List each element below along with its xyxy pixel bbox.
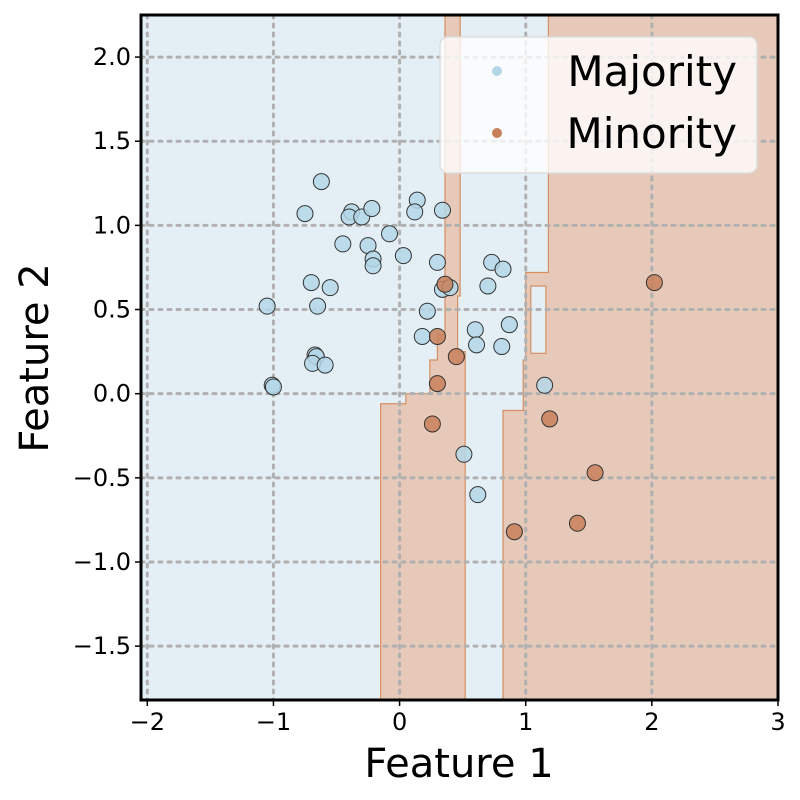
majority-point xyxy=(334,235,352,253)
majority-point xyxy=(433,201,451,219)
legend: Majority Minority xyxy=(439,36,758,174)
plot-frame xyxy=(139,13,780,702)
majority-point xyxy=(309,297,327,315)
majority-point xyxy=(466,321,484,339)
y-tick-label: 0.0 xyxy=(93,380,131,408)
majority-point xyxy=(468,336,486,354)
minority-point xyxy=(505,523,523,541)
majority-point xyxy=(406,203,424,221)
majority-point xyxy=(500,316,518,334)
majority-point xyxy=(296,205,314,223)
majority-point xyxy=(363,200,381,218)
x-axis: −2 −1 0 1 2 3 xyxy=(130,700,786,736)
x-tick-label: 0 xyxy=(392,708,407,736)
x-tick-label: −2 xyxy=(130,708,165,736)
y-tick-label: −0.5 xyxy=(73,464,131,492)
legend-majority-marker xyxy=(492,66,502,76)
x-axis-title: Feature 1 xyxy=(364,741,553,787)
majority-point xyxy=(455,445,473,463)
majority-point xyxy=(469,486,487,504)
majority-point xyxy=(493,338,511,356)
x-tick-label: 3 xyxy=(770,708,785,736)
minority-point xyxy=(586,464,604,482)
majority-region-hole-1 xyxy=(530,285,547,354)
majority-point xyxy=(302,274,320,292)
y-tick-label: 1.0 xyxy=(93,211,131,239)
minority-region-1 xyxy=(380,15,466,700)
majority-point xyxy=(479,277,497,295)
minority-point xyxy=(568,514,586,532)
y-tick-label: 0.5 xyxy=(93,296,131,324)
minority-point xyxy=(428,375,446,393)
legend-box xyxy=(439,36,758,174)
x-tick-label: 2 xyxy=(644,708,659,736)
x-tick-label: −1 xyxy=(256,708,291,736)
y-axis-title: Feature 2 xyxy=(12,263,58,452)
majority-point xyxy=(258,297,276,315)
majority-point xyxy=(413,327,431,345)
minority-point xyxy=(436,275,454,293)
y-tick-label: 1.5 xyxy=(93,127,131,155)
majority-point xyxy=(364,257,382,275)
minority-point xyxy=(541,410,559,428)
majority-point xyxy=(428,253,446,271)
majority-point xyxy=(316,356,334,374)
majority-point xyxy=(321,279,339,297)
y-tick-label: −1.5 xyxy=(73,632,131,660)
data-points xyxy=(258,173,663,541)
y-tick-label: −1.0 xyxy=(73,548,131,576)
minority-point xyxy=(423,415,441,433)
legend-majority-label: Majority xyxy=(567,47,737,96)
minority-point xyxy=(645,274,663,292)
minority-point xyxy=(447,348,465,366)
y-axis: 2.0 1.5 1.0 0.5 0.0 −0.5 −1.0 −1.5 xyxy=(73,43,141,660)
x-tick-label: 1 xyxy=(518,708,533,736)
majority-point xyxy=(418,302,436,320)
legend-minority-label: Minority xyxy=(567,109,737,158)
minority-point xyxy=(428,327,446,345)
majority-point xyxy=(264,378,282,396)
majority-point xyxy=(494,260,512,278)
y-tick-label: 2.0 xyxy=(93,43,131,71)
majority-point xyxy=(380,225,398,243)
majority-point xyxy=(312,173,330,191)
legend-minority-marker xyxy=(492,128,502,138)
majority-point xyxy=(536,376,554,394)
majority-point xyxy=(394,247,412,265)
